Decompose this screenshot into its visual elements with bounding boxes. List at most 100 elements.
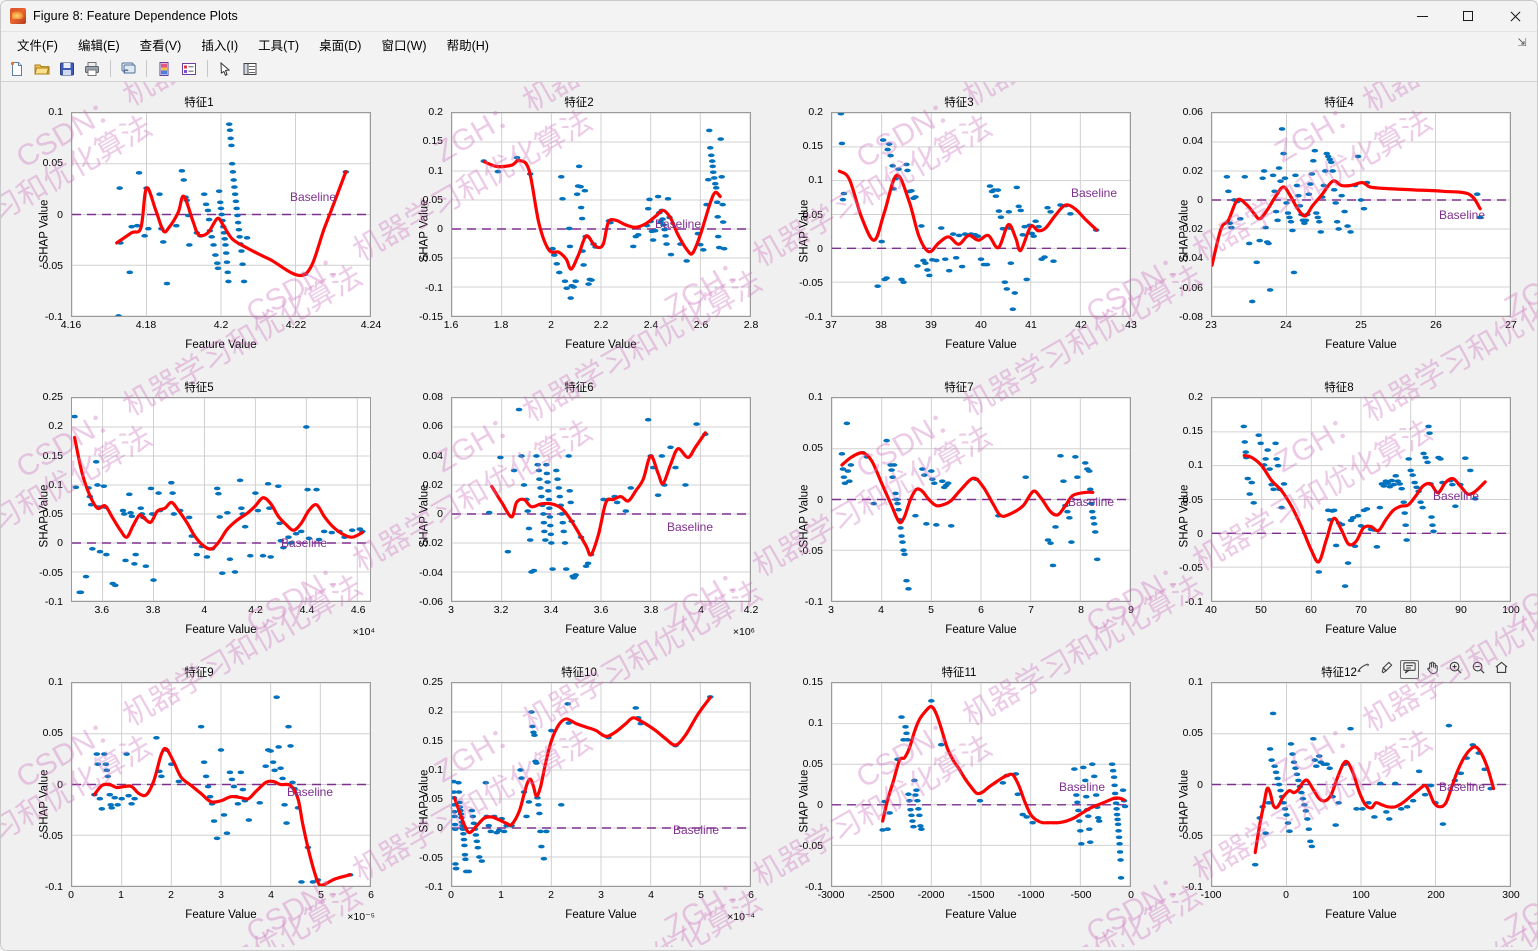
y-tick-label: 0.25	[422, 676, 443, 688]
baseline-label: Baseline	[1059, 780, 1106, 795]
trend-line	[75, 437, 363, 549]
x-tick-label: 70	[1355, 604, 1367, 616]
y-tick-labels: -0.1 -0.05 0 0.05 0.1	[9, 106, 67, 323]
trend-line	[492, 433, 706, 555]
y-tick-label: -0.05	[799, 840, 823, 852]
baseline-label: Baseline	[1433, 489, 1480, 504]
plot-area[interactable]	[451, 682, 751, 887]
pointer-select-button[interactable]	[213, 58, 237, 80]
minimize-icon	[1416, 15, 1428, 17]
x-axis-label: Feature Value	[1325, 339, 1397, 351]
menu-window[interactable]: 窗口(W)	[381, 38, 427, 53]
plot-area[interactable]	[71, 682, 371, 887]
minimize-button[interactable]	[1399, 1, 1445, 32]
x-tick-label: 3.4	[543, 604, 559, 616]
x-tick-label: 100	[1352, 889, 1370, 901]
x-tick-label: 2	[548, 319, 554, 331]
y-tick-label: -0.05	[799, 276, 823, 289]
x-tick-label: 4	[878, 604, 884, 616]
x-tick-label: 100	[1502, 604, 1520, 616]
menu-edit[interactable]: 编辑(E)	[77, 38, 120, 53]
save-figure-button[interactable]	[55, 58, 79, 80]
y-tick-label: 0.1	[808, 717, 823, 729]
x-tick-labels: 0 1 2 3 4 5 6	[448, 889, 754, 903]
y-tick-labels: -0.1 -0.05 0 0.05 0.1 0.15	[769, 676, 827, 893]
subplot-6: 特征6 SHAP Value Feature Value 3 3.2 3.4 3.6 3.8 4…	[389, 373, 769, 658]
x-tick-label: 6	[748, 889, 754, 901]
y-tick-labels: -0.1 -0.05 0 0.05 0.1	[769, 391, 827, 608]
menu-tools[interactable]: 工具(T)	[258, 38, 300, 53]
gridlines	[452, 683, 750, 886]
x-axis-exponent: ×10⁴	[352, 626, 375, 638]
plot-area[interactable]	[451, 397, 751, 602]
y-tick-label: 0.15	[422, 734, 443, 747]
x-tick-label: -500	[1070, 889, 1092, 901]
x-axis-label: Feature Value	[185, 339, 257, 351]
gridlines	[1212, 683, 1510, 886]
y-tick-label: -0.1	[1184, 596, 1203, 608]
plot-area[interactable]	[1211, 682, 1511, 887]
dock-figure-icon[interactable]: ⇲	[1517, 37, 1527, 49]
y-tick-label: 0	[817, 242, 823, 255]
plot-area[interactable]	[831, 682, 1131, 887]
x-tick-label: 0	[448, 889, 454, 901]
plot-area[interactable]	[831, 112, 1131, 317]
y-tick-label: 0.05	[1182, 727, 1203, 740]
x-tick-label: 3	[598, 889, 604, 901]
x-axis-label: Feature Value	[565, 909, 637, 921]
menu-desktop[interactable]: 桌面(D)	[319, 38, 362, 53]
baseline-label: Baseline	[673, 823, 720, 838]
x-axis-exponent: ×10⁻⁴	[727, 911, 755, 923]
gridlines	[832, 113, 1130, 316]
trend-line	[117, 172, 346, 276]
menu-help[interactable]: 帮助(H)	[446, 38, 489, 53]
subplot-title: 特征10	[561, 667, 597, 679]
matlab-icon	[10, 8, 26, 24]
plot-area[interactable]	[1211, 112, 1511, 317]
close-button[interactable]	[1491, 1, 1537, 32]
x-tick-labels: 4.16 4.18 4.2 4.22 4.24	[61, 319, 381, 333]
y-tick-label: -0.08	[1179, 311, 1203, 323]
data-tips-button[interactable]	[1400, 660, 1419, 679]
legend-button[interactable]	[177, 58, 201, 80]
y-tick-label: 0.06	[1182, 106, 1203, 118]
maximize-button[interactable]	[1445, 1, 1491, 32]
link-plot-button[interactable]	[116, 58, 140, 80]
pan-button[interactable]	[1423, 660, 1442, 679]
export-axes-button[interactable]	[1354, 660, 1373, 679]
menu-insert[interactable]: 插入(I)	[201, 38, 239, 53]
plot-browser-button[interactable]	[238, 58, 262, 80]
y-tick-label: 0.2	[48, 420, 63, 433]
y-tick-label: 0.2	[428, 106, 443, 118]
x-tick-label: 40	[1205, 604, 1217, 616]
magnifier-minus-icon	[1471, 660, 1486, 680]
restore-view-button[interactable]	[1492, 660, 1511, 679]
plot-area[interactable]	[1211, 397, 1511, 602]
y-tick-label: -0.15	[419, 311, 443, 323]
y-tick-labels: -0.08 -0.06 -0.04 -0.02 0 0.02 0.04 0.06	[1149, 106, 1207, 323]
y-tick-label: 0.05	[802, 758, 823, 770]
plot-area[interactable]	[831, 397, 1131, 602]
y-tick-label: 0.05	[802, 442, 823, 455]
y-tick-label: 0.08	[422, 391, 443, 403]
zoom-in-button[interactable]	[1446, 660, 1465, 679]
menu-view[interactable]: 查看(V)	[139, 38, 182, 53]
plot-area[interactable]	[451, 112, 751, 317]
subplot-9: 特征9 SHAP Value Feature Value 0 1 2 3 4 5 6 -0.1 -0.…	[9, 658, 389, 943]
x-tick-label: 9	[1128, 604, 1134, 616]
zoom-out-button[interactable]	[1469, 660, 1488, 679]
x-tick-label: 5	[698, 889, 704, 901]
print-figure-button[interactable]	[80, 58, 104, 80]
hand-pan-icon	[1425, 660, 1440, 680]
open-folder-button[interactable]	[30, 58, 54, 80]
colorbar-button[interactable]	[152, 58, 176, 80]
x-tick-labels: 37 38 39 40 41 42 43	[825, 319, 1137, 333]
new-figure-button[interactable]	[5, 58, 29, 80]
x-tick-label: 0	[68, 889, 74, 901]
plot-area[interactable]	[71, 397, 371, 602]
plot-area[interactable]	[71, 112, 371, 317]
brush-data-button[interactable]	[1377, 660, 1396, 679]
x-tick-labels: -3000 -2500 -2000 -1500 -1000 -500 0	[818, 889, 1134, 903]
menu-file[interactable]: 文件(F)	[17, 38, 58, 53]
